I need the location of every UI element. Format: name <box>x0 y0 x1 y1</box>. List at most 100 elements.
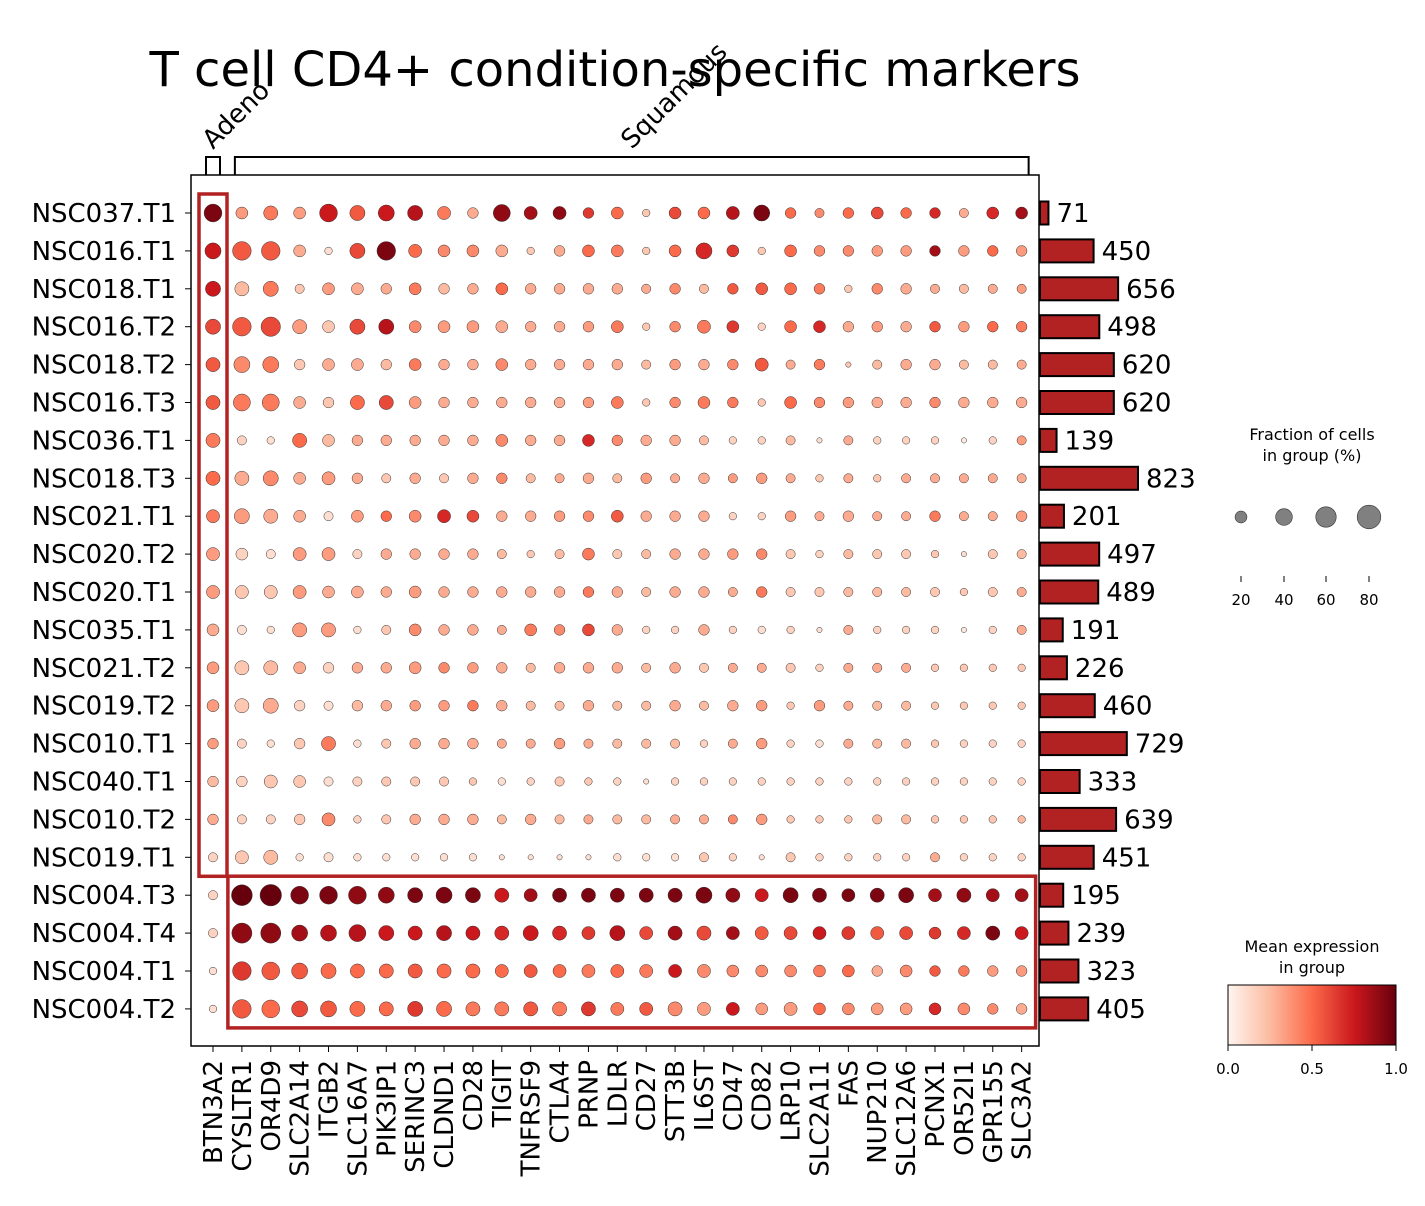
dot-NSC018.T1-TIGIT <box>495 282 509 296</box>
color-legend: Mean expression in group 0.0 0.5 1.0 <box>1216 937 1408 1078</box>
dot-NSC019.T1-TIGIT <box>498 854 505 861</box>
dot-NSC004.T3-GPR155 <box>985 888 1000 903</box>
dot-NSC010.T1-SLC16A7 <box>353 739 362 748</box>
dot-NSC018.T3-PIK3IP1 <box>381 473 392 484</box>
dot-NSC018.T3-SLC12A6 <box>901 473 912 484</box>
dot-NSC037.T1-SERINC3 <box>407 205 423 221</box>
dot-NSC018.T1-PCNX1 <box>930 283 940 294</box>
dot-NSC037.T1-ITGB2 <box>319 203 338 223</box>
dot-NSC004.T3-CTLA4 <box>552 887 567 903</box>
dot-NSC019.T1-SLC16A7 <box>353 853 362 862</box>
dot-NSC035.T1-SLC12A6 <box>902 625 911 634</box>
dot-NSC004.T2-SLC12A6 <box>899 1002 913 1016</box>
dot-NSC004.T3-SLC16A7 <box>348 886 367 905</box>
dot-NSC018.T1-PIK3IP1 <box>380 283 392 295</box>
dot-NSC021.T1-CD28 <box>466 509 480 523</box>
dot-NSC021.T2-CLDND1 <box>438 662 450 674</box>
dot-NSC004.T3-SLC12A6 <box>898 887 914 904</box>
dot-NSC020.T1-LRP10 <box>785 587 796 597</box>
dot-NSC037.T1-SLC2A14 <box>293 206 306 220</box>
dot-NSC019.T2-ITGB2 <box>323 700 334 711</box>
dot-NSC037.T1-SLC3A2 <box>1015 206 1028 220</box>
dot-NSC004.T1-CYSLTR1 <box>232 961 252 981</box>
dot-NSC004.T3-BTN3A2 <box>208 890 218 901</box>
dot-NSC018.T2-CD28 <box>467 358 479 371</box>
dot-NSC019.T2-SLC12A6 <box>901 700 912 711</box>
dot-NSC004.T3-STT3B <box>667 887 683 903</box>
dot-NSC004.T2-GPR155 <box>987 1003 999 1015</box>
dot-NSC010.T2-SLC16A7 <box>353 815 362 824</box>
dot-NSC035.T1-PIK3IP1 <box>381 625 392 635</box>
size-legend-title: Fraction of cells in group (%) <box>1249 425 1374 465</box>
dot-NSC010.T2-PCNX1 <box>930 815 940 824</box>
bar-label-NSC021.T1: 201 <box>1072 502 1122 532</box>
dot-NSC019.T1-SLC12A6 <box>902 853 911 862</box>
gene-label-ITGB2: ITGB2 <box>315 1060 345 1138</box>
dot-NSC016.T3-LRP10 <box>784 396 797 409</box>
dot-NSC016.T2-CLDND1 <box>437 320 451 333</box>
dot-NSC004.T4-PRNP <box>581 926 596 940</box>
dot-NSC004.T4-CTLA4 <box>552 925 567 941</box>
dot-NSC004.T4-TIGIT <box>494 925 510 941</box>
dot-NSC019.T1-CD28 <box>468 853 477 862</box>
dot-NSC021.T1-PRNP <box>582 510 595 522</box>
dot-NSC004.T3-OR4D9 <box>259 884 282 907</box>
dot-NSC004.T4-FAS <box>841 926 856 940</box>
dot-NSC018.T2-PIK3IP1 <box>380 358 392 371</box>
dot-NSC004.T4-LRP10 <box>783 926 798 940</box>
dot-NSC021.T2-PIK3IP1 <box>380 662 392 674</box>
dot-NSC021.T2-SLC12A6 <box>901 662 912 673</box>
dot-NSC020.T2-SERINC3 <box>409 548 421 560</box>
dot-NSC021.T1-CD47 <box>728 512 737 521</box>
dot-NSC019.T1-BTN3A2 <box>208 852 218 863</box>
dot-NSC018.T3-GPR155 <box>987 473 998 484</box>
dot-NSC019.T1-GPR155 <box>988 853 997 862</box>
dot-NSC016.T1-SLC3A2 <box>1016 245 1028 257</box>
dot-NSC037.T1-TNFRSF9 <box>523 206 538 220</box>
dot-NSC016.T1-CD82 <box>757 246 766 255</box>
dot-NSC010.T2-PIK3IP1 <box>381 814 392 825</box>
size-legend-dot-60 <box>1315 506 1337 528</box>
bracket-Squamous <box>233 156 1030 175</box>
dot-NSC035.T1-CD47 <box>728 625 737 634</box>
group-label-NSC004.T1: NSC004.T1 <box>32 957 176 987</box>
dot-NSC019.T1-NUP210 <box>873 853 882 862</box>
dot-NSC020.T1-CD47 <box>727 587 738 597</box>
dot-grid <box>203 203 1029 1019</box>
bar-NSC010.T1 <box>1039 731 1128 757</box>
size-legend-tick-40: 40 <box>1274 591 1293 609</box>
group-label-NSC035.T1: NSC035.T1 <box>32 616 176 646</box>
dot-NSC004.T4-PCNX1 <box>928 926 942 940</box>
dot-NSC016.T1-TNFRSF9 <box>526 246 535 255</box>
dot-NSC010.T2-SLC12A6 <box>901 814 912 825</box>
dot-NSC010.T2-CD27 <box>641 814 652 825</box>
dot-NSC018.T1-GPR155 <box>987 283 998 294</box>
dot-NSC016.T2-CD28 <box>466 320 480 333</box>
bar-NSC021.T2 <box>1039 655 1068 681</box>
dot-NSC040.T1-FAS <box>844 777 853 786</box>
dot-NSC018.T2-STT3B <box>669 358 681 371</box>
dot-NSC035.T1-TNFRSF9 <box>524 623 537 637</box>
dot-NSC018.T3-SLC3A2 <box>1016 473 1027 484</box>
dot-NSC016.T1-CLDND1 <box>437 244 451 258</box>
size-legend-tick-60: 60 <box>1316 591 1335 609</box>
dot-NSC020.T1-SLC3A2 <box>1016 587 1027 597</box>
dot-NSC020.T2-CYSLTR1 <box>235 547 249 561</box>
group-label-NSC010.T1: NSC010.T1 <box>32 730 176 760</box>
dot-NSC020.T2-BTN3A2 <box>206 547 220 561</box>
dot-NSC018.T2-LDLR <box>611 358 623 371</box>
bar-NSC020.T1 <box>1039 579 1100 605</box>
dot-NSC020.T2-ITGB2 <box>321 547 336 561</box>
dot-NSC004.T1-ITGB2 <box>320 963 337 979</box>
gene-label-SLC3A2: SLC3A2 <box>1008 1060 1038 1160</box>
dot-NSC004.T1-PIK3IP1 <box>378 963 394 979</box>
dot-NSC021.T2-BTN3A2 <box>206 661 220 675</box>
dot-NSC021.T1-SLC2A11 <box>814 511 825 522</box>
dot-NSC004.T3-SLC2A14 <box>290 886 309 905</box>
dot-NSC036.T1-GPR155 <box>988 436 997 445</box>
dot-NSC019.T1-SLC3A2 <box>1017 853 1026 862</box>
dot-NSC018.T2-NUP210 <box>872 359 883 370</box>
dot-NSC021.T1-ITGB2 <box>323 511 334 522</box>
dot-NSC019.T2-SERINC3 <box>409 700 421 712</box>
dot-NSC016.T3-PCNX1 <box>929 396 941 409</box>
